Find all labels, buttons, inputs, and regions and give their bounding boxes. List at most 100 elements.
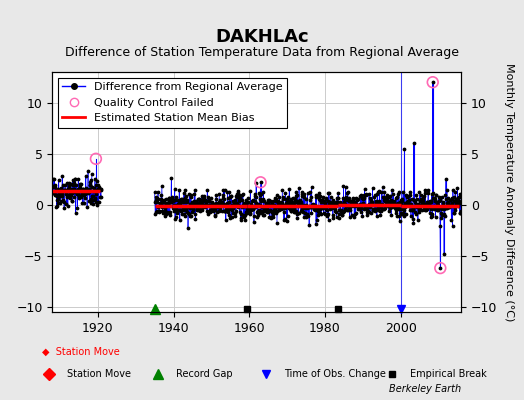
Point <box>376 208 384 214</box>
Point <box>401 200 409 206</box>
Point <box>267 214 276 220</box>
Point <box>52 186 60 193</box>
Point <box>272 192 281 198</box>
Point <box>239 202 248 209</box>
Point <box>345 195 353 202</box>
Point <box>249 204 258 210</box>
Point <box>312 193 321 200</box>
Point <box>269 211 278 217</box>
Point <box>162 201 171 207</box>
Point <box>448 195 456 201</box>
Point <box>189 206 197 213</box>
Point <box>410 197 418 203</box>
Point <box>174 207 183 213</box>
Point <box>335 202 344 208</box>
Point <box>291 209 299 215</box>
Point <box>314 212 322 218</box>
Point <box>204 194 212 200</box>
Point <box>167 198 176 204</box>
Point <box>314 208 322 214</box>
Point <box>449 187 457 194</box>
Point <box>193 206 201 212</box>
Point <box>80 200 88 206</box>
Point <box>258 212 267 218</box>
Point <box>377 207 385 214</box>
Point <box>414 209 423 216</box>
Point <box>81 195 89 201</box>
Point <box>88 184 96 190</box>
Point <box>356 208 365 215</box>
Point <box>171 197 180 204</box>
Point <box>75 181 84 187</box>
Point <box>176 198 184 204</box>
Point <box>429 194 437 201</box>
Point <box>169 208 178 214</box>
Point <box>391 201 399 207</box>
Point <box>278 187 287 194</box>
Point <box>156 196 165 202</box>
Point <box>350 214 358 220</box>
Point <box>425 202 433 208</box>
Point <box>326 199 334 206</box>
Point <box>253 209 261 215</box>
Point <box>328 201 336 208</box>
Point <box>86 182 94 188</box>
Point <box>275 206 283 213</box>
Point <box>441 205 449 212</box>
Point <box>341 201 350 208</box>
Point <box>442 176 450 182</box>
Point <box>66 191 74 197</box>
Point <box>406 189 414 196</box>
Point <box>79 186 87 192</box>
Point <box>295 201 303 208</box>
Point <box>263 204 271 210</box>
Point <box>212 196 221 202</box>
Point <box>243 210 251 216</box>
Point <box>411 202 420 208</box>
Point <box>343 190 352 196</box>
Point <box>313 204 322 211</box>
Point <box>163 201 172 207</box>
Point <box>247 207 255 214</box>
Point <box>179 190 188 196</box>
Point <box>386 202 394 208</box>
Point <box>181 187 189 193</box>
Point <box>83 189 91 195</box>
Point <box>51 192 60 198</box>
Point <box>160 208 169 214</box>
Point <box>264 198 272 205</box>
Point <box>359 196 367 202</box>
Point <box>53 196 62 203</box>
Point <box>241 202 249 209</box>
Point <box>397 200 406 207</box>
Point <box>228 202 236 208</box>
Point <box>51 184 59 190</box>
Point <box>162 199 171 206</box>
Point <box>95 186 104 192</box>
Point <box>78 192 86 198</box>
Point <box>408 205 417 212</box>
Point <box>236 197 244 204</box>
Point <box>220 196 228 202</box>
Point <box>350 199 358 205</box>
Point <box>200 196 208 203</box>
Point <box>290 197 299 203</box>
Point <box>355 205 363 212</box>
Point <box>315 193 324 199</box>
Point <box>381 194 390 200</box>
Point <box>92 182 100 188</box>
Point <box>388 198 396 204</box>
Point <box>211 207 220 214</box>
Point <box>304 204 313 210</box>
Point <box>95 186 104 193</box>
Point <box>318 205 326 211</box>
Point <box>230 201 238 208</box>
Point <box>398 198 407 204</box>
Point <box>96 186 104 192</box>
Point <box>231 213 239 220</box>
Point <box>453 185 462 191</box>
Point <box>69 180 78 186</box>
Point <box>324 190 333 196</box>
Point <box>72 191 81 197</box>
Point <box>54 196 62 202</box>
